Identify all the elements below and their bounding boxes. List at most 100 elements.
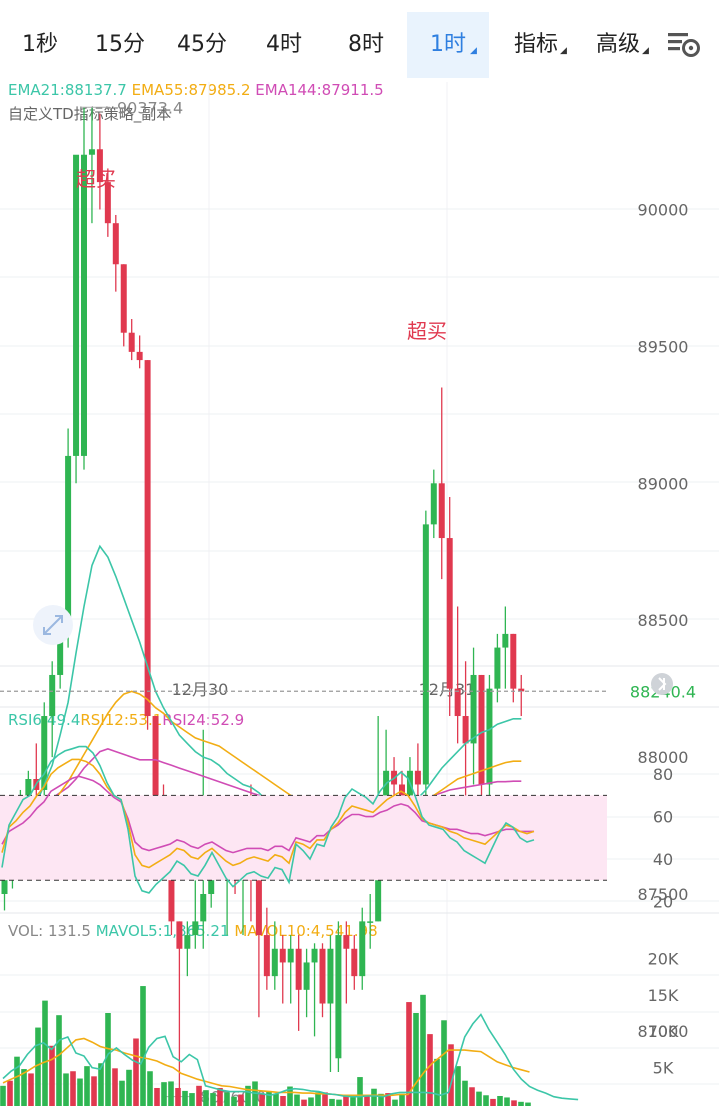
- volume-axis-tick: 10K: [648, 1022, 679, 1041]
- candle-body: [271, 948, 278, 977]
- price-axis-tick: 88500: [638, 611, 689, 630]
- tab-45m[interactable]: 45分: [170, 12, 234, 78]
- volume-bar: [231, 1096, 237, 1106]
- volume-bar: [56, 1015, 62, 1106]
- volume-bar: [280, 1095, 286, 1106]
- tab-1h[interactable]: 1时 ◢: [407, 12, 489, 78]
- volume-bar: [504, 1097, 510, 1106]
- volume-bar: [385, 1093, 391, 1106]
- dropdown-triangle-icon: ◢: [560, 46, 567, 56]
- tab-indicators-label: 指标: [513, 32, 558, 57]
- overbought-signal: 超买: [407, 319, 447, 343]
- tab-4h[interactable]: 4时: [252, 12, 316, 78]
- candle-body: [200, 894, 207, 922]
- volume-bar: [525, 1102, 531, 1106]
- settings-gear-icon[interactable]: [666, 30, 702, 60]
- volume-bar: [392, 1099, 398, 1106]
- high-price-label: 90373.4: [117, 98, 183, 117]
- rsi-axis-tick: 20: [653, 892, 673, 911]
- volume-bar: [294, 1094, 300, 1106]
- rsi24-value: RSI24:52.9: [162, 711, 245, 729]
- volume-bar: [315, 1092, 321, 1106]
- price-axis-tick: 89000: [638, 474, 689, 493]
- candle-body: [367, 921, 374, 923]
- rsi-axis-tick: 40: [653, 850, 673, 869]
- volume-bar: [42, 1000, 48, 1106]
- volume-bar: [357, 1077, 363, 1106]
- volume-bar: [133, 1038, 139, 1106]
- volume-bar: [406, 1002, 412, 1106]
- candle-body: [287, 948, 294, 963]
- candle-body: [470, 674, 477, 744]
- dropdown-triangle-icon: ◢: [642, 46, 649, 56]
- candle-body: [128, 332, 135, 352]
- volume-bar: [490, 1098, 496, 1106]
- tab-1s[interactable]: 1秒: [10, 12, 70, 78]
- candle-body: [255, 880, 262, 936]
- rsi6-line: [1, 745, 535, 894]
- candle-body: [73, 154, 80, 456]
- rsi-axis-tick: 60: [653, 808, 673, 827]
- candle-body: [462, 716, 469, 744]
- volume-bar: [189, 1093, 195, 1106]
- candle-body: [49, 674, 56, 717]
- candle-body: [104, 182, 111, 224]
- candle-body: [486, 688, 493, 785]
- tab-8h[interactable]: 8时: [334, 12, 398, 78]
- candle-body: [422, 524, 429, 785]
- volume-bar: [308, 1097, 314, 1106]
- candle-body: [446, 538, 453, 689]
- tab-indicators[interactable]: 指标 ◢: [498, 12, 574, 78]
- volume-bar: [14, 1056, 20, 1106]
- candle-body: [65, 455, 72, 621]
- volume-bar: [259, 1093, 265, 1106]
- tab-15m-label: 15分: [95, 32, 145, 57]
- candle-body: [518, 688, 525, 692]
- volume-bar: [28, 1073, 34, 1106]
- ema55-line: [4, 690, 522, 846]
- volume-bar: [98, 1063, 104, 1106]
- volume-bar: [196, 1085, 202, 1106]
- price-axis-tick: 88000: [638, 748, 689, 767]
- rsi-band: [0, 795, 607, 881]
- tab-1s-label: 1秒: [22, 32, 58, 57]
- volume-bar: [182, 1090, 188, 1106]
- candle-body: [414, 770, 421, 785]
- rsi-axis-tick: 80: [653, 765, 673, 784]
- volume-bar: [63, 1073, 69, 1106]
- candle-body: [168, 852, 175, 922]
- volume-bar: [245, 1085, 251, 1106]
- candle-body: [136, 351, 143, 361]
- tab-advanced[interactable]: 高级 ◢: [580, 12, 656, 78]
- tab-15m[interactable]: 15分: [88, 12, 152, 78]
- volume-bar: [154, 1087, 160, 1106]
- mavol5-line: [2, 1013, 579, 1101]
- volume-bar: [448, 1044, 454, 1106]
- candle-body: [112, 223, 119, 265]
- volume-bar: [364, 1094, 370, 1106]
- volume-bar: [77, 1078, 83, 1106]
- volume-bar: [112, 1068, 118, 1106]
- strategy-label: 自定义TD指标策略_副本: [8, 105, 172, 123]
- volume-bar: [441, 1020, 447, 1106]
- candle-body: [144, 360, 151, 717]
- volume-bar: [217, 1087, 223, 1106]
- volume-bar: [238, 1094, 244, 1106]
- candle-body: [335, 935, 342, 1059]
- price-axis-tick: 87500: [638, 885, 689, 904]
- volume-bar: [7, 1080, 13, 1106]
- volume-bar: [210, 1093, 216, 1106]
- volume-bar: [147, 1071, 153, 1106]
- volume-bar: [70, 1071, 76, 1106]
- candle-body: [327, 948, 334, 1004]
- candle-body: [438, 483, 445, 539]
- volume-bar: [301, 1099, 307, 1106]
- candle-body: [176, 921, 183, 949]
- candle-body: [295, 948, 302, 990]
- candle-body: [510, 633, 517, 689]
- volume-bar: [336, 1099, 342, 1106]
- candle-body: [454, 688, 461, 717]
- volume-bar: [420, 994, 426, 1106]
- candle-body: [152, 716, 159, 840]
